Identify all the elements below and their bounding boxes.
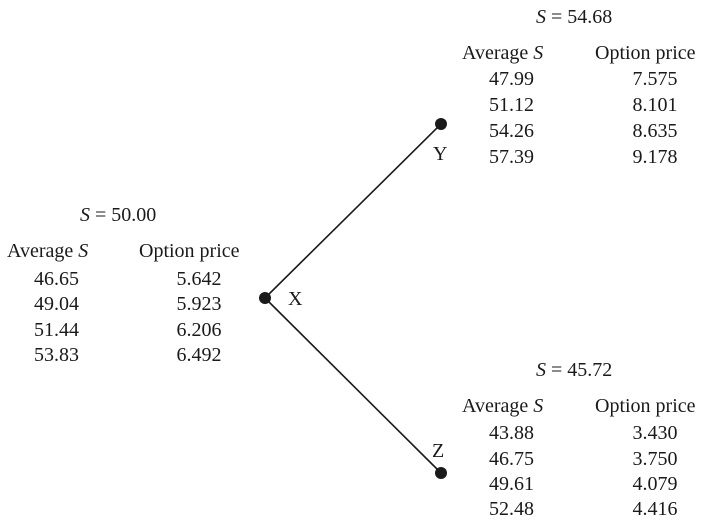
node-x-stock-var: S	[80, 204, 90, 226]
node-y-dot	[435, 118, 447, 130]
node-z-average-cell: 46.75	[489, 448, 534, 470]
node-y-option-cell: 7.575	[632, 68, 678, 90]
node-z-label: Z	[432, 440, 445, 462]
node-y-col-average: Average S	[462, 43, 543, 63]
node-x-dot	[259, 292, 271, 304]
node-z-option-cell: 4.079	[632, 473, 678, 495]
node-y-average-cell: 51.12	[489, 94, 534, 116]
node-y-average-cell: 47.99	[489, 68, 534, 90]
node-x-average-cell: 53.83	[34, 344, 79, 366]
node-z-col-option: Option price	[595, 395, 696, 417]
node-z-stock-value: = 45.72	[546, 359, 613, 381]
node-x-stock-value: = 50.00	[90, 204, 157, 226]
node-x-label: X	[288, 288, 303, 310]
node-z-col-average-text: Average	[462, 395, 534, 417]
node-x-option-cell: 6.206	[176, 319, 222, 341]
node-z-stock-var: S	[536, 359, 546, 381]
node-y-stock-price: S = 54.68	[536, 7, 612, 27]
node-x-col-option: Option price	[139, 240, 240, 262]
node-x-col-average: Average S	[7, 241, 88, 261]
node-z-average-cell: 43.88	[489, 422, 534, 444]
node-x-col-average-var: S	[78, 240, 89, 262]
node-x-col-average-text: Average	[7, 240, 79, 262]
node-z-col-average: Average S	[462, 396, 543, 416]
node-z-option-cell: 4.416	[632, 498, 678, 520]
node-x-option-cell: 5.923	[176, 293, 222, 315]
node-y-option-cell: 8.635	[632, 120, 678, 142]
node-z-option-cell: 3.750	[632, 448, 678, 470]
branch-x-to-y	[264, 123, 442, 299]
node-x-average-cell: 46.65	[34, 268, 79, 290]
node-y-option-cell: 9.178	[632, 146, 678, 168]
node-y-stock-var: S	[536, 6, 546, 28]
node-z-option-cell: 3.430	[632, 422, 678, 444]
node-x-stock-price: S = 50.00	[80, 205, 156, 225]
node-y-stock-value: = 54.68	[546, 6, 613, 28]
node-y-col-average-var: S	[533, 42, 544, 64]
node-x-option-cell: 5.642	[176, 268, 222, 290]
node-x-average-cell: 51.44	[34, 319, 79, 341]
node-z-stock-price: S = 45.72	[536, 360, 612, 380]
node-x-average-cell: 49.04	[34, 293, 79, 315]
node-z-average-cell: 52.48	[489, 498, 534, 520]
node-y-option-cell: 8.101	[632, 94, 678, 116]
node-y-average-cell: 54.26	[489, 120, 534, 142]
node-y-col-option: Option price	[595, 42, 696, 64]
branch-x-to-z	[264, 297, 442, 474]
node-z-average-cell: 49.61	[489, 473, 534, 495]
node-y-col-average-text: Average	[462, 42, 534, 64]
node-z-col-average-var: S	[533, 395, 544, 417]
node-y-average-cell: 57.39	[489, 146, 534, 168]
node-x-option-cell: 6.492	[176, 344, 222, 366]
node-y-label: Y	[433, 143, 448, 165]
node-z-dot	[435, 467, 447, 479]
